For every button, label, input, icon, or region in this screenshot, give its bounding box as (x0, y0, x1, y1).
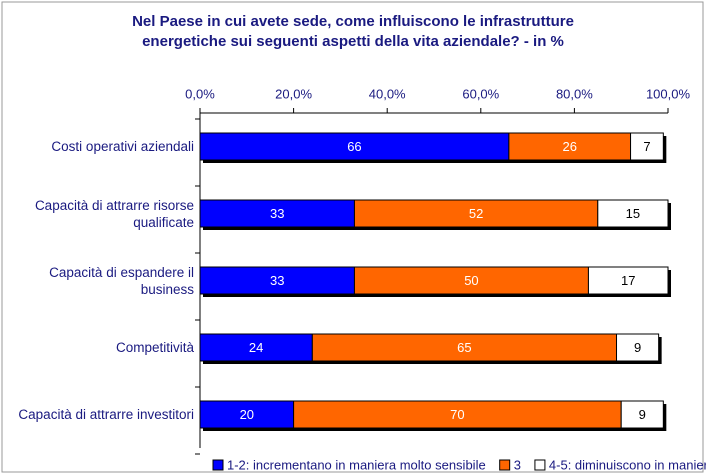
data-label: 26 (562, 139, 576, 154)
data-label: 65 (457, 340, 471, 355)
legend-label: 1-2: incrementano in maniera molto sensi… (227, 457, 486, 472)
bar (199, 132, 510, 161)
data-label: 66 (347, 139, 361, 154)
y-tick-label: Competitività (115, 340, 194, 355)
y-tick-label: Capacità di attrarre investitori (18, 407, 194, 422)
x-tick-label: 100,0% (646, 86, 691, 101)
legend-swatch (534, 459, 546, 471)
data-label: 9 (634, 340, 641, 355)
x-tick-label: 20,0% (275, 86, 312, 101)
data-label: 70 (450, 407, 464, 422)
data-label: 52 (469, 206, 483, 221)
legend-label: 3 (514, 457, 521, 472)
legend-swatch (499, 459, 511, 471)
data-label: 24 (249, 340, 263, 355)
data-label: 50 (464, 273, 478, 288)
bar (597, 199, 669, 228)
x-tick-label: 60,0% (462, 86, 499, 101)
data-label: 33 (270, 273, 284, 288)
data-label: 15 (626, 206, 640, 221)
data-label: 9 (639, 407, 646, 422)
bar (620, 400, 664, 429)
bar (587, 266, 669, 295)
data-label: 17 (621, 273, 635, 288)
y-tick-label: Capacità di attrarre risorse qualificate (34, 197, 194, 230)
legend-label: 4-5: diminuiscono in maniera sensibile (549, 457, 706, 472)
bar (630, 132, 664, 161)
bar (311, 333, 618, 362)
bar (616, 333, 660, 362)
data-label: 7 (643, 139, 650, 154)
data-label: 20 (240, 407, 254, 422)
y-tick-label: Capacità di espandere il business (49, 264, 194, 297)
chart-title: Nel Paese in cui avete sede, come influi… (132, 13, 574, 50)
bar (353, 266, 589, 295)
x-tick-label: 40,0% (369, 86, 406, 101)
data-label: 33 (270, 206, 284, 221)
x-tick-label: 80,0% (556, 86, 593, 101)
y-tick-label: Costi operativi aziendali (51, 139, 194, 154)
x-tick-label: 0,0% (185, 86, 215, 101)
bar (199, 400, 295, 429)
bar (199, 199, 355, 228)
legend-swatch (212, 459, 224, 471)
